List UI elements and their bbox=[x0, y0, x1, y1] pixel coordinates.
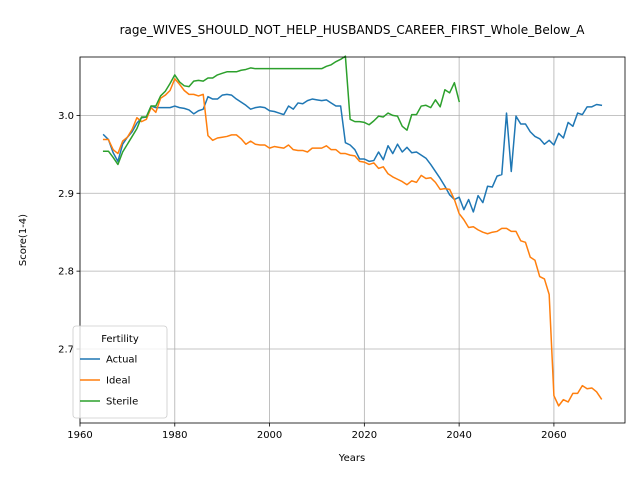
legend-items: Actual Ideal Sterile bbox=[80, 355, 138, 408]
plot-frame bbox=[79, 56, 626, 424]
grid bbox=[79, 57, 625, 423]
plot-lines bbox=[102, 55, 603, 407]
legend-label-actual: Actual bbox=[106, 355, 137, 366]
x-axis-label: Years bbox=[338, 453, 365, 464]
x-axis: 1960 1980 2000 2020 2040 2060 bbox=[67, 423, 567, 441]
x-tick-label: 1980 bbox=[162, 430, 187, 441]
series-line-sterile bbox=[102, 55, 461, 166]
series-line-actual bbox=[102, 93, 603, 213]
y-tick-label: 2.7 bbox=[58, 345, 74, 356]
y-axis: 2.7 2.8 2.9 3.0 bbox=[58, 111, 80, 356]
x-tick-label: 1960 bbox=[67, 430, 92, 441]
legend: Fertility Actual Ideal Sterile bbox=[72, 325, 168, 419]
legend-label-sterile: Sterile bbox=[106, 397, 138, 408]
chart-title: rage_WIVES_SHOULD_NOT_HELP_HUSBANDS_CARE… bbox=[120, 23, 586, 37]
y-tick-label: 2.9 bbox=[58, 189, 74, 200]
x-tick-label: 2040 bbox=[446, 430, 471, 441]
legend-label-ideal: Ideal bbox=[106, 376, 130, 387]
series-line-ideal bbox=[102, 78, 603, 407]
x-tick-label: 2060 bbox=[541, 430, 566, 441]
y-tick-label: 3.0 bbox=[58, 111, 74, 122]
x-tick-label: 2000 bbox=[257, 430, 282, 441]
legend-title: Fertility bbox=[101, 334, 139, 345]
y-tick-label: 2.8 bbox=[58, 267, 74, 278]
y-axis-label: Score(1-4) bbox=[18, 214, 29, 266]
legend-box bbox=[72, 325, 168, 419]
x-tick-label: 2020 bbox=[352, 430, 377, 441]
